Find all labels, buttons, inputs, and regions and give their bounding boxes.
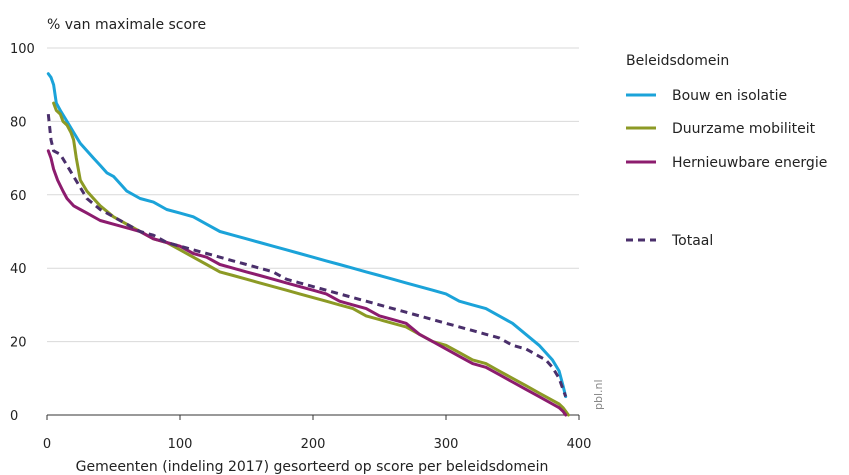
- series-line-duurzame-mobiliteit: [52, 101, 570, 417]
- legend-label-totaal: Totaal: [671, 233, 713, 249]
- source-credit: pbl.nl: [592, 379, 605, 410]
- y-tick-label-0: 0: [10, 409, 18, 424]
- x-tick-label-200: 200: [301, 437, 326, 452]
- legend-title: Beleidsdomein: [626, 53, 729, 69]
- legend-label-hernieuwbare-energie: Hernieuwbare energie: [672, 155, 827, 171]
- y-tick-label-20: 20: [10, 336, 27, 351]
- y-tick-label-100: 100: [10, 42, 35, 57]
- y-axis-title: % van maximale score: [47, 17, 206, 33]
- series-line-bouw-en-isolatie: [46, 72, 568, 399]
- x-tick-label-100: 100: [168, 437, 193, 452]
- legend-label-bouw-en-isolatie: Bouw en isolatie: [672, 88, 787, 104]
- x-axis-title: Gemeenten (indeling 2017) gesorteerd op …: [76, 459, 549, 475]
- y-tick-label-40: 40: [10, 262, 27, 277]
- x-tick-label-400: 400: [567, 437, 592, 452]
- x-tick-label-300: 300: [434, 437, 459, 452]
- y-axis-ticks: 0 20 40 60 80 100: [10, 42, 35, 424]
- y-tick-label-80: 80: [10, 115, 27, 130]
- legend-label-duurzame-mobiliteit: Duurzame mobiliteit: [672, 121, 816, 137]
- x-tick-label-0: 0: [43, 437, 51, 452]
- y-tick-label-60: 60: [10, 189, 27, 204]
- series-line-hernieuwbare-energie: [46, 149, 568, 417]
- series-line-totaal: [46, 113, 568, 398]
- x-axis: 0 100 200 300 400: [43, 414, 592, 452]
- legend: Beleidsdomein Bouw en isolatie Duurzame m…: [626, 53, 827, 249]
- series-lines: [46, 72, 570, 417]
